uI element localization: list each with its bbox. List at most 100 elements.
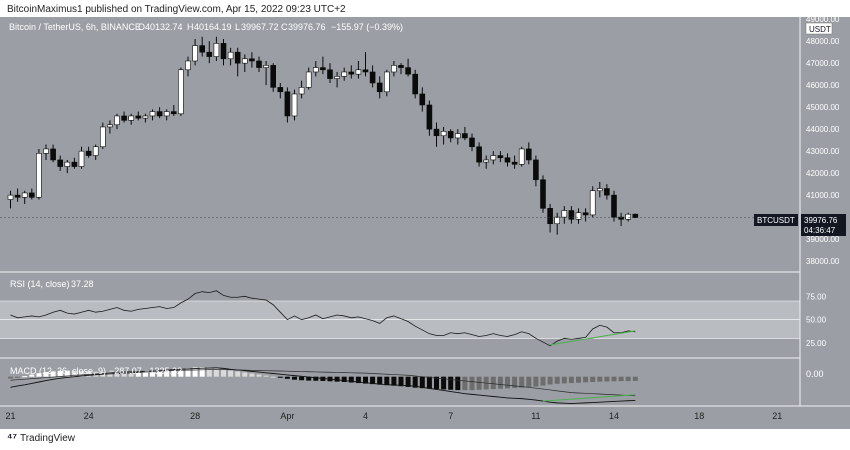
candle-body [405, 67, 411, 75]
candle-body [114, 115, 120, 126]
macd-histogram-bar [455, 376, 461, 391]
price-tick-label: 44000.00 [806, 125, 840, 134]
candle-body [121, 115, 127, 121]
macd-histogram-bar [611, 376, 617, 382]
candle-body [71, 161, 78, 167]
footer-brand: TradingView [19, 432, 76, 444]
macd-histogram-bar [590, 376, 596, 382]
countdown: 04:36:47 [804, 226, 836, 235]
macd-histogram-bar [121, 372, 127, 377]
chart-background [0, 17, 850, 429]
macd-histogram-bar [497, 376, 503, 389]
candle-body [554, 216, 561, 225]
macd-histogram-bar [29, 374, 35, 377]
currency-tag[interactable] [805, 22, 833, 35]
price-tick-label: 43000.00 [806, 147, 840, 156]
macd-histogram-bar [256, 374, 262, 377]
candle-body [575, 212, 582, 220]
candle-body [7, 194, 14, 200]
macd-axis-label: 0.00 [806, 369, 824, 379]
macd-histogram-bar [36, 373, 42, 377]
macd-histogram-bar [533, 376, 539, 387]
macd-panel[interactable] [8, 367, 638, 405]
candle-body [178, 69, 184, 115]
ohlc-high-label: H [187, 22, 194, 32]
x-tick-label: 7 [448, 411, 453, 421]
candle-body [149, 111, 156, 117]
macd-histogram-bar [86, 371, 92, 377]
chart-area[interactable]: 38000.0039000.0040000.0041000.0042000.00… [0, 15, 850, 429]
candle-body [611, 194, 617, 218]
instrument-label: Bitcoin / TetherUS, 6h, BINANCE [9, 22, 141, 32]
macd-histogram-bar [107, 372, 113, 377]
candle-body [391, 65, 397, 73]
ohlc-open: 40132.74 [145, 22, 183, 32]
price-tick-label: 42000.00 [806, 169, 840, 178]
ohlc-close-label: C [281, 22, 288, 32]
macd-histogram-bar [93, 371, 99, 377]
macd-histogram-bar [79, 371, 84, 377]
macd-histogram-bar [263, 375, 269, 377]
candle-body [547, 208, 553, 225]
ohlc-low-label: L [235, 22, 240, 32]
candle-body [135, 115, 142, 119]
macd-histogram-bar [341, 376, 347, 382]
candle-body [369, 71, 376, 84]
price-tick-label: 48000.00 [806, 37, 840, 46]
candle-body [92, 146, 99, 156]
macd-histogram-bar [469, 376, 475, 391]
macd-values: −287.07 −1325.32 [109, 366, 182, 376]
x-tick-label: 21 [772, 411, 782, 421]
macd-histogram-bar [618, 376, 624, 382]
macd-histogram-bar [43, 372, 49, 377]
candle-body [440, 131, 447, 137]
macd-histogram-bar [277, 376, 283, 378]
candle-body [533, 159, 539, 181]
candle-body [28, 192, 35, 198]
candle-body [305, 71, 312, 88]
candle-body [355, 69, 362, 75]
candle-body [504, 157, 511, 163]
candle-body [462, 133, 468, 139]
macd-histogram-bar [221, 369, 226, 377]
macd-histogram-bar [576, 376, 581, 383]
candle-body [476, 146, 482, 163]
footer: ⁴⁷ TradingView [7, 432, 75, 444]
ohlc-legend: O 40132.74 H 40164.19 L 39967.72 C 39976… [138, 22, 403, 32]
macd-histogram-bar [242, 372, 248, 377]
rsi-panel[interactable]: 25.00 50.00 75.00 [0, 290, 827, 348]
price-panel[interactable]: 38000.0039000.0040000.0041000.0042000.00… [0, 15, 840, 266]
macd-histogram-bar [135, 372, 141, 377]
candle-body [582, 212, 589, 216]
candle-body [320, 67, 326, 71]
chart-svg[interactable]: 38000.0039000.0040000.0041000.0042000.00… [0, 15, 850, 429]
x-tick-label: 21 [5, 411, 15, 421]
ohlc-low: 39967.72 [241, 22, 279, 32]
macd-histogram-bar [249, 373, 255, 377]
macd-histogram-bar [313, 376, 319, 381]
macd-histogram-bar [526, 376, 532, 388]
tradingview-logo-icon: ⁴⁷ [7, 432, 17, 444]
rsi-tick-label: 75.00 [806, 292, 827, 301]
candle-body [419, 93, 426, 106]
x-tick-label: 18 [694, 411, 704, 421]
candle-body [525, 148, 532, 161]
macd-histogram-bar [235, 371, 241, 377]
rsi-divergence-line [550, 330, 636, 346]
rsi-label: RSI (14, close) [10, 279, 70, 289]
macd-histogram-bar [348, 376, 354, 383]
candle-body [50, 148, 56, 161]
candle-body [604, 188, 610, 196]
published-line: BitcoinMaximus1 published on TradingView… [7, 4, 346, 15]
candle-body [277, 87, 284, 93]
macd-histogram-bar [284, 376, 290, 379]
candle-body [561, 210, 568, 218]
candle-body [163, 111, 170, 117]
candle-body [36, 153, 42, 198]
price-tick-label: 47000.00 [806, 59, 840, 68]
x-tick-label: 14 [609, 411, 619, 421]
candle-body [234, 51, 241, 64]
macd-histogram-bar [448, 376, 454, 390]
candle-body [14, 194, 21, 198]
macd-histogram-bar [185, 368, 191, 377]
